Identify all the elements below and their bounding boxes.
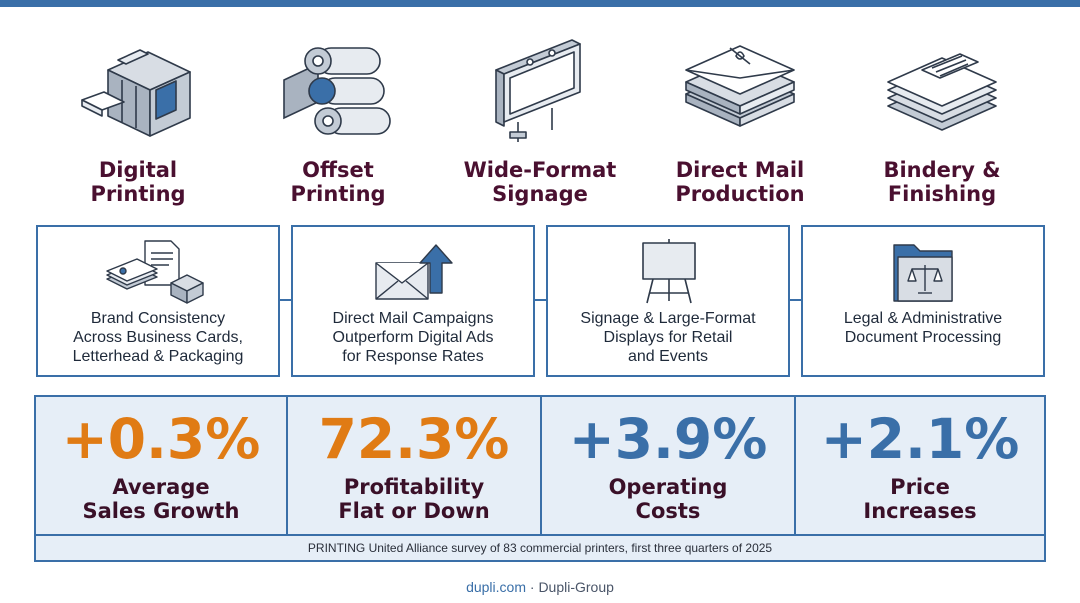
stat-label: Operating Costs (608, 475, 728, 523)
stats-divider (36, 534, 1044, 536)
legal-folder-icon (893, 244, 953, 302)
card-direct-mail-campaigns: Direct Mail Campaigns Outperform Digital… (291, 225, 535, 377)
paper-stack-icon (887, 53, 997, 131)
service-wide-format-signage: Wide-Format Signage (440, 30, 640, 215)
card-legal-administrative: Legal & Administrative Document Processi… (801, 225, 1045, 377)
card-text: Direct Mail Campaigns Outperform Digital… (332, 310, 494, 365)
billboard-icon (495, 39, 581, 142)
service-label: Digital Printing (90, 158, 186, 206)
card-text: Signage & Large-Format Displays for Reta… (580, 310, 756, 365)
stat-value: 72.3% (318, 407, 510, 471)
card-text: Brand Consistency Across Business Cards,… (72, 310, 244, 365)
easel-sign-icon (642, 239, 696, 304)
footer-site-link[interactable]: dupli.com (466, 579, 526, 595)
services-row: Digital Printing Offset Printing (0, 30, 1080, 215)
footer-separator: · (529, 579, 535, 595)
envelope-stack-icon (685, 45, 795, 127)
card-signage-displays: Signage & Large-Format Displays for Reta… (546, 225, 790, 377)
envelope-arrow-icon (375, 244, 453, 300)
stat-label: Profitability Flat or Down (338, 475, 490, 523)
stats-panel: +0.3% Average Sales Growth 72.3% Profita… (34, 395, 1046, 562)
source-note: PRINTING United Alliance survey of 83 co… (307, 541, 773, 555)
offset-rollers-icon (283, 47, 391, 135)
top-accent-bar (0, 0, 1080, 7)
card-brand-consistency: Brand Consistency Across Business Cards,… (36, 225, 280, 377)
stat-profitability: 72.3% Profitability Flat or Down (286, 397, 540, 535)
stat-average-sales-growth: +0.3% Average Sales Growth (36, 397, 286, 535)
stat-operating-costs: +3.9% Operating Costs (540, 397, 794, 535)
stat-value: +0.3% (61, 407, 261, 471)
card-connector-line (40, 299, 1040, 301)
service-digital-printing: Digital Printing (38, 30, 238, 215)
stat-value: +3.9% (568, 407, 768, 471)
stat-label: Price Increases (863, 475, 977, 523)
stat-price-increases: +2.1% Price Increases (794, 397, 1044, 535)
service-direct-mail-production: Direct Mail Production (640, 30, 840, 215)
footer-company: Dupli-Group (538, 579, 614, 595)
business-cards-icon (106, 240, 204, 304)
footer: dupli.com · Dupli-Group (0, 579, 1080, 595)
stat-value: +2.1% (820, 407, 1020, 471)
stat-label: Average Sales Growth (82, 475, 240, 523)
digital-press-icon (81, 49, 191, 137)
service-label: Direct Mail Production (675, 158, 805, 206)
service-offset-printing: Offset Printing (238, 30, 438, 215)
service-label: Bindery & Finishing (883, 158, 1001, 206)
service-bindery-finishing: Bindery & Finishing (842, 30, 1042, 215)
service-label: Offset Printing (290, 158, 386, 206)
service-label: Wide-Format Signage (463, 158, 617, 206)
card-text: Legal & Administrative Document Processi… (843, 310, 1003, 346)
